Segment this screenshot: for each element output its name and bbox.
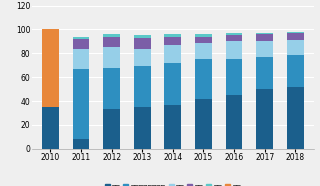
Bar <box>164 37 181 45</box>
Bar <box>164 45 181 63</box>
Bar <box>134 66 151 107</box>
Bar <box>226 33 243 35</box>
Bar <box>226 59 243 95</box>
Bar <box>287 33 304 40</box>
Bar <box>226 35 243 41</box>
Bar <box>134 107 151 149</box>
Bar <box>195 34 212 37</box>
Bar <box>256 89 273 149</box>
Bar <box>287 54 304 87</box>
Bar <box>256 34 273 41</box>
Bar <box>226 95 243 149</box>
Bar <box>42 107 59 149</box>
Bar <box>73 69 89 139</box>
Bar <box>134 38 151 49</box>
Bar <box>195 99 212 149</box>
Bar <box>134 49 151 66</box>
Bar <box>256 33 273 34</box>
Bar <box>195 37 212 43</box>
Bar <box>226 41 243 59</box>
Bar <box>103 109 120 149</box>
Bar <box>103 47 120 68</box>
Bar <box>256 41 273 57</box>
Bar <box>195 43 212 59</box>
Bar <box>73 37 89 39</box>
Bar <box>103 68 120 109</box>
Bar <box>287 40 304 54</box>
Bar <box>287 32 304 33</box>
Bar <box>164 63 181 105</box>
Bar <box>256 57 273 89</box>
Bar <box>287 87 304 149</box>
Bar <box>134 35 151 38</box>
Bar <box>195 59 212 99</box>
Bar <box>164 34 181 37</box>
Bar <box>73 39 89 49</box>
Bar <box>73 49 89 69</box>
Bar <box>103 37 120 47</box>
Bar <box>103 34 120 37</box>
Legend: 中国, 欧洲、中东及非洲, 亚太, 美洲, 其它, 海外: 中国, 欧洲、中东及非洲, 亚太, 美洲, 其它, 海外 <box>102 181 244 186</box>
Bar <box>42 29 59 107</box>
Bar <box>73 139 89 149</box>
Bar <box>164 105 181 149</box>
